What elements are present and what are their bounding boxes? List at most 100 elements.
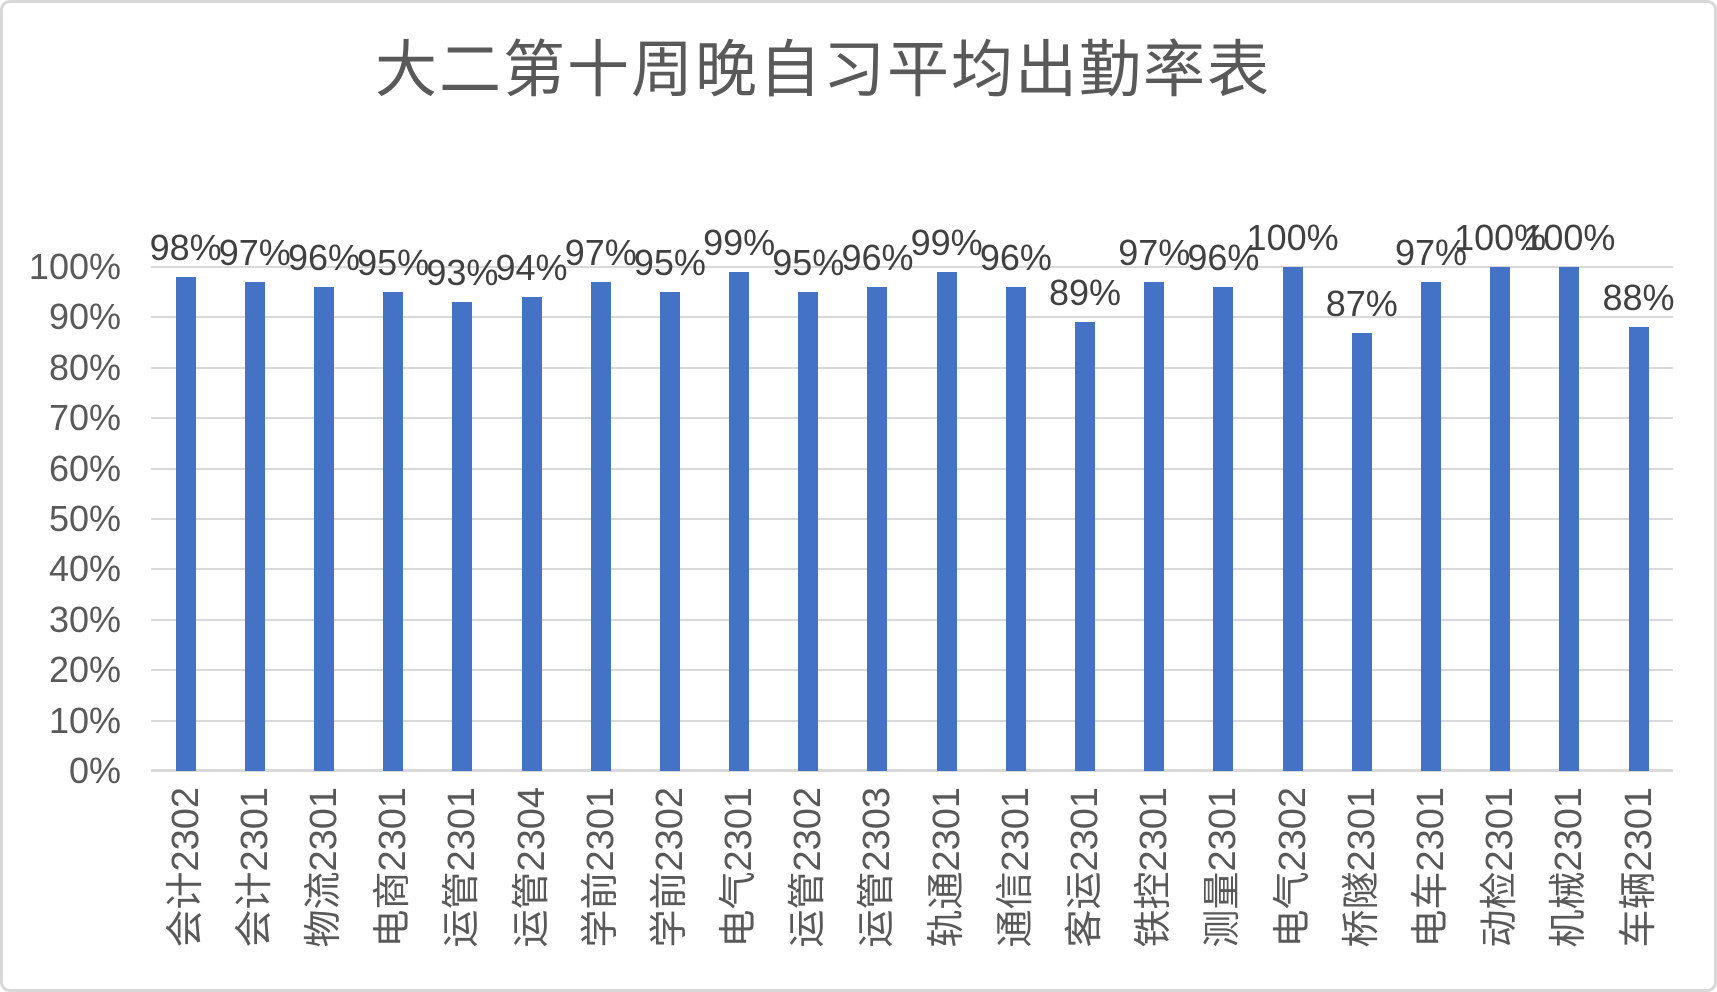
bar-column: 89% 客运2301	[1049, 267, 1122, 948]
bar-column: 96% 物流2301	[288, 239, 360, 948]
bar	[1490, 267, 1511, 771]
value-label: 94%	[495, 247, 568, 289]
bar-column: 99% 电气2301	[703, 224, 775, 948]
bar-column: 97% 会计2301	[219, 234, 291, 948]
chart-title: 大二第十周晚自习平均出勤率表	[374, 36, 1271, 105]
gridline	[151, 467, 1673, 470]
gridline	[151, 316, 1673, 319]
value-label: 97%	[1394, 232, 1467, 274]
bar-series: 98% 会计2302 97% 会计2301 96% 物流2301 95% 电商2301 93% 运…	[150, 219, 1675, 948]
bar-column: 100% 机械2301	[1523, 219, 1615, 948]
bar-column: 88% 车辆2301	[1602, 267, 1675, 948]
bar-column: 96% 运管2303	[841, 239, 913, 948]
category-axis-label: 运管2303	[856, 787, 899, 948]
bar-column: 100% 动检2301	[1454, 219, 1546, 948]
value-label: 95%	[357, 242, 430, 284]
bar	[936, 272, 957, 771]
y-axis-tick-label: 0%	[68, 750, 121, 791]
value-label: 95%	[633, 242, 706, 284]
value-label: 98%	[149, 227, 222, 269]
bar-column: 97% 铁控2301	[1118, 234, 1190, 948]
value-label: 97%	[1118, 232, 1191, 274]
category-axis-label: 铁控2301	[1133, 787, 1176, 948]
gridline	[151, 618, 1673, 621]
category-axis-label: 车辆2301	[1617, 787, 1660, 948]
bar-column: 87% 桥隧2301	[1325, 267, 1398, 948]
value-label: 95%	[772, 242, 845, 284]
gridline	[151, 669, 1673, 672]
bar	[313, 287, 334, 771]
bar	[1213, 287, 1234, 771]
bar	[1351, 332, 1372, 771]
plot-area: 98% 会计2302 97% 会计2301 96% 物流2301 95% 电商2301 93% 运…	[150, 219, 1675, 948]
y-axis-tick-label: 10%	[48, 699, 121, 741]
category-axis-label: 学前2302	[648, 787, 691, 948]
bar-column: 99% 轨通2301	[911, 224, 983, 948]
value-label: 99%	[703, 222, 776, 264]
bar	[867, 287, 888, 771]
category-axis-label: 会计2301	[233, 787, 276, 948]
category-axis-label: 物流2301	[302, 787, 345, 948]
gridline	[151, 719, 1673, 722]
bar-column: 98% 会计2302	[150, 229, 222, 948]
y-axis-tick-label: 90%	[48, 296, 121, 338]
bar	[1628, 327, 1649, 771]
value-label: 97%	[218, 232, 291, 274]
category-axis-label: 学前2301	[579, 787, 622, 948]
y-axis-tick-label: 70%	[48, 397, 121, 439]
gridline	[151, 266, 1673, 268]
bar-column: 97% 学前2301	[565, 234, 637, 948]
bar	[1005, 287, 1026, 771]
value-label: 100%	[1454, 217, 1547, 258]
bar	[452, 302, 473, 771]
bar	[729, 272, 750, 771]
value-label: 97%	[564, 232, 637, 274]
bar-column: 95% 电商2301	[357, 244, 429, 948]
y-axis-tick-label: 30%	[48, 598, 121, 640]
y-axis-tick-label: 100%	[28, 246, 121, 287]
category-axis-label: 客运2301	[1064, 787, 1107, 948]
category-axis-label: 运管2304	[510, 787, 553, 948]
value-label: 96%	[287, 237, 360, 279]
y-axis-tick-label: 40%	[48, 548, 121, 590]
value-label: 89%	[1049, 272, 1122, 314]
category-axis-label: 会计2302	[164, 787, 207, 948]
y-axis-tick-label: 20%	[48, 649, 121, 691]
bar	[175, 277, 196, 771]
category-axis-label: 电气2301	[718, 787, 761, 948]
bar-column: 93% 运管2301	[426, 254, 498, 948]
y-axis-tick-label: 50%	[48, 498, 121, 539]
gridline	[151, 366, 1673, 369]
category-axis-label: 电商2301	[372, 787, 415, 948]
category-axis-label: 测量2301	[1202, 787, 1245, 948]
bar-column: 94% 运管2304	[496, 249, 568, 948]
category-axis-label: 桥隧2301	[1340, 787, 1383, 948]
bar-column: 95% 运管2302	[772, 244, 844, 948]
value-label: 99%	[910, 222, 983, 264]
category-axis-label: 通信2301	[994, 787, 1037, 948]
category-axis-label: 运管2301	[441, 787, 484, 948]
value-label: 96%	[841, 237, 914, 279]
bar	[1144, 282, 1165, 771]
category-axis-label: 电车2301	[1409, 787, 1452, 948]
bar	[1075, 322, 1096, 771]
value-label: 100%	[1246, 217, 1339, 258]
bar	[244, 282, 265, 771]
value-label: 93%	[426, 252, 499, 294]
category-axis-label: 轨通2301	[925, 787, 968, 948]
bar-column: 97% 电车2301	[1395, 234, 1467, 948]
bar-column: 96% 通信2301	[980, 239, 1052, 948]
bar	[521, 297, 542, 771]
x-axis-line	[151, 769, 1673, 772]
bar	[798, 292, 819, 771]
gridline	[151, 518, 1673, 520]
bar	[590, 282, 611, 771]
category-axis-label: 运管2302	[787, 787, 830, 948]
category-axis-label: 动检2301	[1479, 787, 1522, 948]
value-label: 100%	[1523, 217, 1616, 258]
bar-column: 95% 学前2302	[634, 244, 706, 948]
value-label: 87%	[1325, 282, 1398, 324]
y-axis-tick-label: 60%	[48, 447, 121, 489]
value-label: 88%	[1602, 277, 1675, 319]
